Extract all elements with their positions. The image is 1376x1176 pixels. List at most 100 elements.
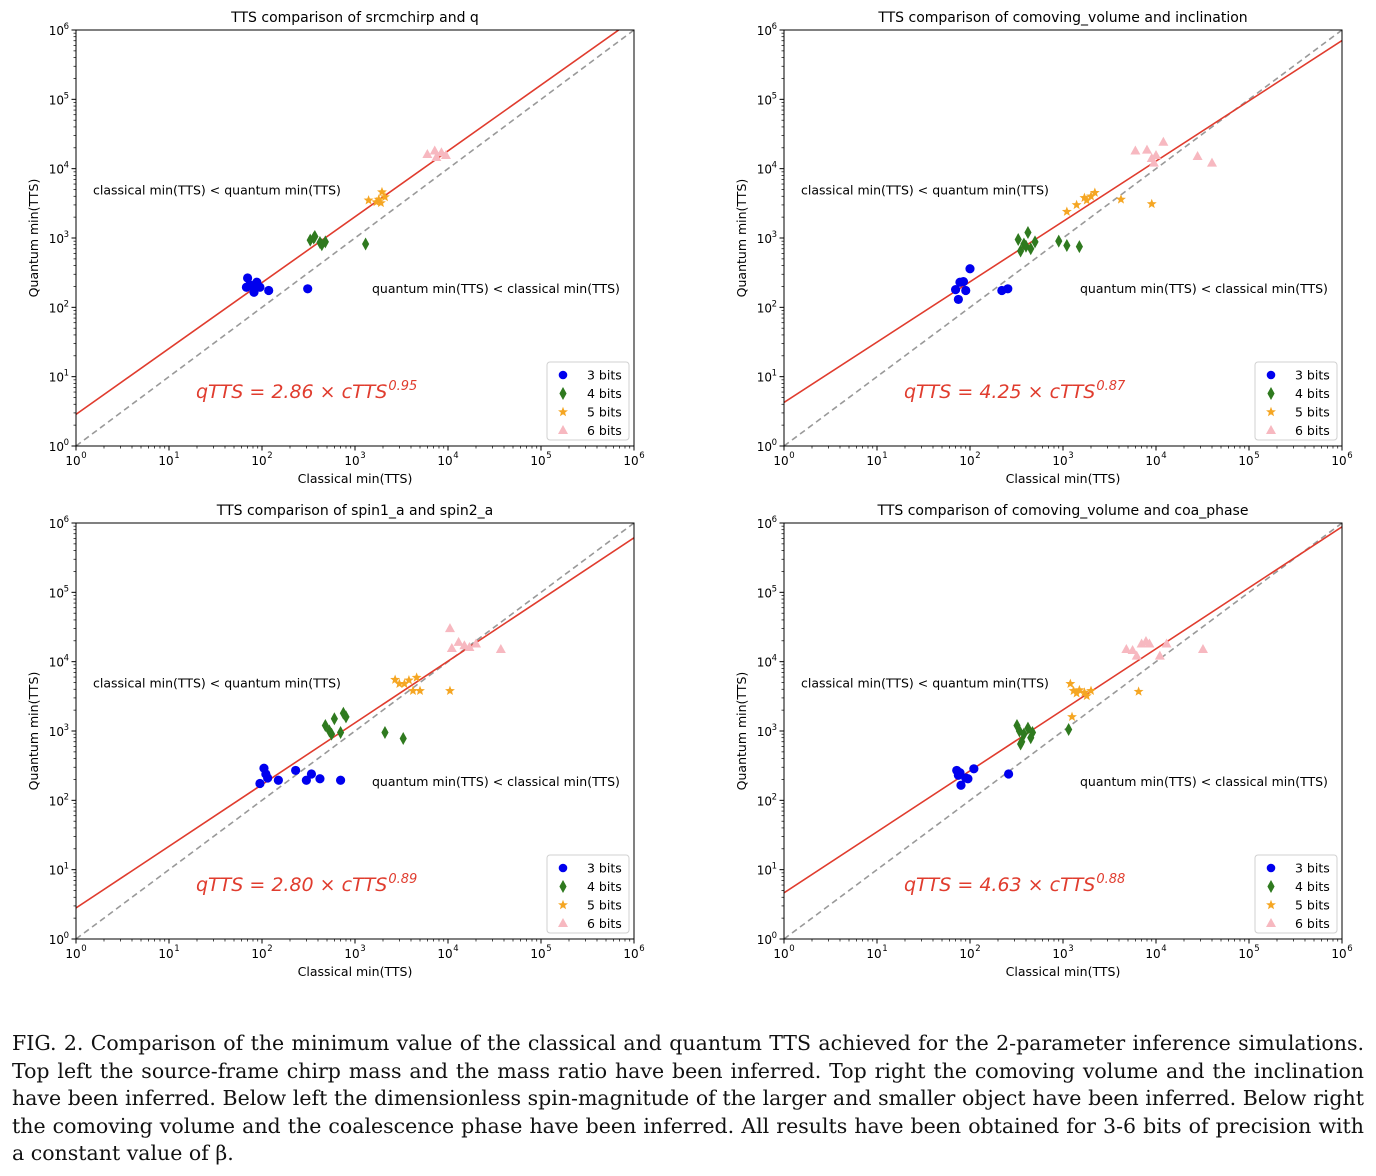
y-tick-label: 10 [757, 656, 772, 670]
fit-annotation: qTTS = 4.25 × cTTS [904, 381, 1095, 403]
y-tick-label: 10 [757, 933, 772, 947]
data-point [255, 282, 265, 292]
region-label-lower: quantum min(TTS) < classical min(TTS) [372, 774, 620, 789]
data-point [1131, 650, 1142, 660]
x-tick-label: 10 [437, 947, 452, 961]
legend-frame [546, 854, 630, 934]
x-axis-label: Classical min(TTS) [298, 964, 413, 979]
data-point [1031, 235, 1039, 249]
chart-panel-1: TTS comparison of srcmchirp and q classic… [26, 10, 645, 486]
y-tick-exponent: 4 [64, 654, 69, 664]
y-tick-label: 10 [757, 93, 772, 107]
y-tick-label: 10 [757, 517, 772, 531]
x-tick-label: 10 [530, 454, 545, 468]
y-tick-label: 10 [757, 163, 772, 177]
y-tick-label: 10 [49, 163, 64, 177]
data-point [445, 685, 455, 696]
x-tick-exponent: 5 [1254, 944, 1259, 954]
data-point [245, 280, 255, 290]
x-tick-label: 10 [1331, 454, 1346, 468]
x-tick-label: 10 [1238, 947, 1253, 961]
y-tick-exponent: 2 [772, 299, 777, 309]
y-axis-label: Quantum min(TTS) [734, 672, 749, 791]
data-point [327, 727, 336, 741]
x-tick-label: 10 [65, 947, 80, 961]
data-point [464, 642, 475, 652]
data-point [373, 194, 384, 204]
x-tick-exponent: 6 [1347, 944, 1352, 954]
x-tick-exponent: 0 [789, 451, 794, 461]
fit-annotation: qTTS = 2.86 × cTTS [196, 381, 387, 403]
y-tick-label: 10 [49, 301, 64, 315]
legend-marker [1266, 370, 1276, 380]
y-tick-exponent: 6 [64, 22, 69, 32]
legend-frame [546, 361, 630, 441]
chart-panel-3: TTS comparison of spin1_a and spin2_acla… [26, 503, 645, 979]
x-tick-label: 10 [1052, 454, 1067, 468]
legend-label: 3 bits [1295, 861, 1330, 876]
y-tick-exponent: 1 [772, 369, 777, 379]
data-point [1146, 198, 1157, 209]
data-point [1027, 242, 1035, 256]
y-tick-exponent: 5 [772, 584, 777, 594]
chart-panel-2: TTS comparison of comoving_volume and in… [734, 10, 1353, 486]
x-tick-exponent: 1 [174, 944, 179, 954]
data-point [1130, 145, 1141, 155]
legend-label: 4 bits [587, 386, 622, 401]
data-point [1003, 769, 1014, 779]
data-point [1065, 723, 1073, 737]
y-tick-exponent: 1 [772, 862, 777, 872]
data-point [1116, 194, 1126, 204]
data-point [953, 294, 963, 305]
legend-marker [1266, 863, 1276, 873]
y-tick-exponent: 5 [64, 584, 69, 594]
y-tick-label: 10 [49, 794, 64, 808]
data-point [453, 636, 464, 646]
region-label-upper: classical min(TTS) < quantum min(TTS) [801, 183, 1049, 198]
region-label-upper: classical min(TTS) < quantum min(TTS) [801, 676, 1049, 691]
y-tick-label: 10 [49, 725, 64, 739]
x-tick-exponent: 2 [975, 451, 980, 461]
data-point [415, 685, 425, 696]
data-point [495, 643, 506, 653]
data-point [961, 285, 971, 296]
data-point [1074, 684, 1085, 695]
data-point [1055, 234, 1063, 248]
y-tick-label: 10 [757, 725, 772, 739]
data-point [955, 768, 965, 778]
data-point [318, 238, 326, 252]
x-tick-label: 10 [437, 454, 452, 468]
data-point [1141, 144, 1152, 154]
data-point [1071, 688, 1082, 698]
x-axis-label: Classical min(TTS) [298, 471, 413, 486]
x-tick-label: 10 [344, 947, 359, 961]
x-tick-exponent: 2 [975, 944, 980, 954]
x-tick-exponent: 3 [1068, 451, 1073, 461]
y-tick-label: 10 [49, 24, 64, 38]
data-point [1067, 711, 1077, 722]
data-point [1079, 687, 1090, 697]
x-tick-exponent: 5 [1254, 451, 1259, 461]
x-tick-exponent: 5 [546, 944, 551, 954]
x-tick-label: 10 [344, 454, 359, 468]
legend: 3 bits 4 bits 5 bits 6 bits [546, 361, 630, 441]
data-point [1158, 136, 1169, 146]
x-tick-label: 10 [1238, 454, 1253, 468]
x-tick-label: 10 [866, 454, 881, 468]
legend-marker [1267, 880, 1275, 893]
x-tick-exponent: 3 [1068, 944, 1073, 954]
diagonal-line [784, 30, 1342, 446]
data-point [1065, 678, 1076, 688]
x-tick-exponent: 1 [174, 451, 179, 461]
x-tick-exponent: 6 [639, 451, 644, 461]
x-tick-label: 10 [1331, 947, 1346, 961]
figure: TTS comparison of srcmchirp and q classic… [26, 10, 1353, 979]
legend-marker [558, 425, 568, 434]
data-point [1086, 191, 1096, 201]
x-tick-exponent: 1 [882, 451, 887, 461]
y-tick-exponent: 3 [64, 723, 69, 733]
data-point [1028, 726, 1037, 740]
x-tick-exponent: 0 [789, 944, 794, 954]
diagonal-line [784, 523, 1342, 939]
y-tick-exponent: 1 [64, 862, 69, 872]
